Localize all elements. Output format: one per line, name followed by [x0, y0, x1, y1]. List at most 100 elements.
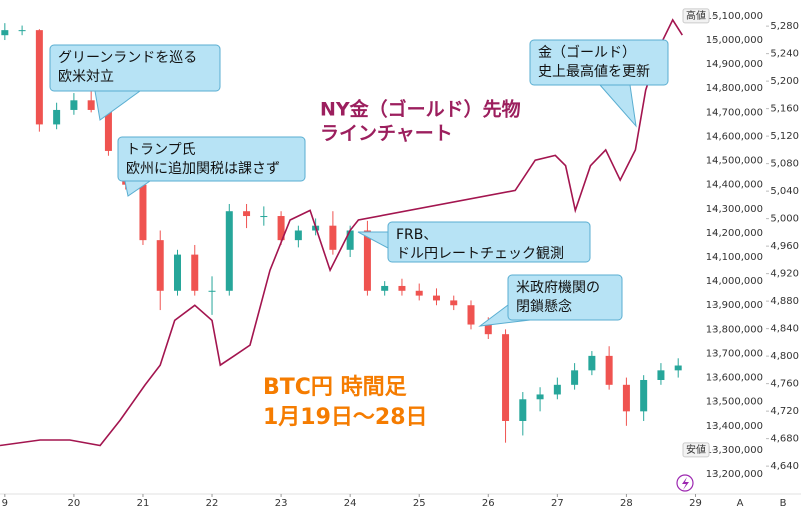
x-tick-label: 24 [344, 498, 357, 507]
x-tick-label: 26 [482, 498, 495, 507]
candle-body [35, 30, 43, 125]
x-tick-label: 25 [413, 498, 426, 507]
callout-text: 史上最高値を更新 [538, 63, 650, 80]
candle-body [381, 285, 389, 291]
x-tick-label: 9 [2, 498, 8, 507]
callout-text: FRB、 [396, 227, 437, 243]
callout-box [49, 44, 221, 92]
y2-tick-label: 4,880 [770, 296, 799, 307]
callout-text: 閉鎖懸念 [516, 298, 572, 315]
gold-label: NY金（ゴールド）先物 [320, 98, 521, 121]
flash-icon [676, 474, 694, 492]
candle-body [18, 30, 26, 32]
candle-body [191, 254, 199, 291]
y-tick-label: 14,100,000 [706, 252, 763, 263]
price-badge-label: 高値 [686, 9, 706, 22]
y-tick-label: 15,000,000 [706, 35, 763, 46]
y-tick-label: 14,500,000 [706, 156, 763, 167]
candle-body [622, 384, 630, 412]
candle-body [398, 285, 406, 291]
x-tick-label: 23 [275, 498, 288, 507]
x-tick-label: 20 [68, 498, 81, 507]
callout-text: 欧米対立 [58, 69, 114, 85]
y-tick-label: 13,600,000 [706, 373, 763, 384]
candle-body [53, 109, 61, 125]
y-tick-label: 13,900,000 [706, 300, 763, 311]
y-tick-label: 13,700,000 [706, 348, 763, 359]
candle-body [346, 230, 354, 250]
x-tick-label: 22 [206, 498, 219, 507]
y2-tick-label: 4,920 [770, 269, 799, 280]
callout-box [117, 136, 306, 182]
y-tick-label: 14,700,000 [706, 107, 763, 118]
candle-body [467, 305, 475, 325]
candle-body [657, 370, 665, 380]
y2-tick-label: 5,000 [770, 214, 799, 225]
candle-body [605, 355, 613, 385]
y2-tick-label: 5,040 [770, 186, 799, 197]
axis-corner-label: A [737, 498, 744, 507]
candle-body [1, 30, 9, 36]
y2-tick-label: 5,080 [770, 159, 799, 170]
x-tick-label: 28 [620, 498, 633, 507]
y2-tick-label: 4,840 [770, 324, 799, 335]
candle-body [502, 334, 510, 421]
candle-body [588, 355, 596, 371]
callout-text: 米政府機関の [516, 280, 600, 296]
gold-line [0, 18, 683, 447]
y-tick-label: 13,200,000 [706, 469, 763, 480]
candle-body [519, 399, 527, 421]
x-tick-label: 29 [689, 498, 702, 507]
callout-text: ドル円レートチェック観測 [396, 245, 564, 262]
y2-tick-label: 5,200 [770, 76, 799, 87]
y-tick-label: 14,600,000 [706, 131, 763, 142]
y2-tick-label: 4,640 [770, 461, 799, 472]
candle-body [294, 230, 302, 241]
candle-body [87, 100, 95, 110]
price-badge [682, 442, 710, 458]
y2-tick-label: 5,280 [770, 21, 799, 32]
candle-body [640, 379, 648, 412]
y2-tick-label: 4,800 [770, 351, 799, 362]
callout-box [529, 39, 669, 86]
callout-box [387, 221, 591, 263]
candle-body [536, 394, 544, 400]
candle-body [363, 230, 371, 291]
axis-corner-label: B [780, 498, 787, 507]
callout-box [507, 274, 623, 321]
y-tick-label: 13,400,000 [706, 421, 763, 432]
y2-tick-label: 5,120 [770, 131, 799, 142]
candle-body [484, 324, 492, 335]
candle-body [553, 384, 561, 395]
callout-text: 欧州に追加関税は課さず [126, 161, 280, 177]
candle-body [225, 211, 233, 291]
candle-body [450, 300, 458, 306]
candle-body [173, 254, 181, 291]
candle-body [70, 100, 78, 110]
x-tick-label: 21 [137, 498, 150, 507]
candle-body [674, 365, 682, 371]
candle-body [260, 216, 268, 218]
candle-body [571, 370, 579, 385]
y2-tick-label: 4,760 [770, 379, 799, 390]
candle-body [139, 184, 147, 241]
btc-label: BTC円 時間足 [263, 375, 407, 400]
y-tick-label: 13,800,000 [706, 324, 763, 335]
y2-tick-label: 5,240 [770, 49, 799, 60]
y-tick-label: 13,500,000 [706, 397, 763, 408]
candle-body [104, 109, 112, 151]
gold-label: ラインチャート [320, 123, 453, 145]
callout-text: 金（ゴールド） [538, 44, 636, 61]
y-tick-label: 14,800,000 [706, 83, 763, 94]
callout-text: グリーンランドを巡る [58, 50, 197, 66]
candle-body [415, 290, 423, 296]
candle-body [208, 290, 216, 292]
y-tick-label: 14,000,000 [706, 276, 763, 287]
callout-text: トランプ氏 [126, 142, 196, 158]
btc-label: 1月19日～28日 [263, 405, 428, 430]
y2-tick-label: 4,960 [770, 241, 799, 252]
